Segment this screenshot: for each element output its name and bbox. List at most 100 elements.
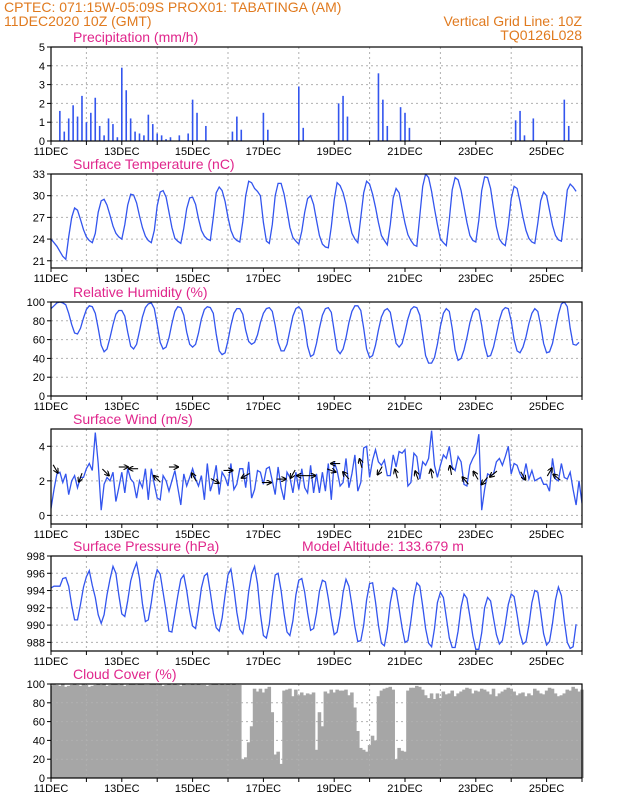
cloud-cover-bar [518,693,522,778]
wind-direction-arrow [553,474,561,481]
x-tick-label: 21DEC [387,401,423,413]
x-tick-label: 13DEC [104,529,140,541]
precipitation-bar [169,137,172,141]
cloud-cover-bar [264,688,269,778]
cloud-cover-bar [152,684,157,778]
cloud-cover-bar [332,692,336,778]
x-tick-label: 17DEC [246,146,282,158]
cloud-cover-bar [305,693,310,778]
y-tick-label: 988 [27,637,45,649]
x-tick-label: 23DEC [458,529,494,541]
x-tick-label: 13DEC [104,146,140,158]
precipitation-bar [191,99,194,141]
cloud-cover-bar [515,695,519,778]
plot-area-0 [51,47,582,141]
cloud-cover-bar [553,693,558,778]
precipitation-bar [121,67,123,141]
wind-direction-arrow [192,473,197,482]
x-tick-label: 13DEC [104,273,140,285]
series-line-2 [51,302,580,364]
x-tick-label: 23DEC [458,783,494,795]
x-tick-label: 19DEC [316,529,352,541]
wind-direction-arrow [415,471,418,481]
plot-frame-5 [50,683,583,779]
cloud-cover-bar [220,684,224,778]
cloud-cover-bar [320,726,325,778]
precipitation-bar [129,118,132,141]
cloud-cover-bar [347,695,351,778]
precipitation-bar [72,105,74,141]
x-tick-label: 11DEC [34,401,69,413]
cloud-cover-bar [338,690,342,778]
cloud-cover-bar [137,684,142,778]
cloud-cover-bar [571,686,575,778]
y-tick-label: 990 [27,620,45,632]
x-tick-label: 21DEC [387,146,423,158]
cloud-cover-bar [217,684,221,778]
cloud-cover-bar [179,685,183,778]
x-tick-label: 23DEC [458,656,494,668]
y-tick-label: 5 [39,42,45,54]
x-tick-label: 19DEC [316,273,352,285]
cloud-cover-bar [524,696,528,778]
cloud-cover-bar [479,688,484,778]
precipitation-bar [519,110,521,141]
cloud-cover-bar [438,698,443,778]
cloud-cover-bar [261,692,266,778]
cloud-cover-bar [468,688,472,778]
cloud-cover-bar [447,693,452,778]
cloud-cover-bar [214,684,218,778]
y-tick-label: 2 [39,476,45,488]
cloud-cover-bar [329,689,334,778]
x-tick-label: 17DEC [246,273,282,285]
cloud-cover-bar [288,688,292,778]
cloud-cover-bar [93,684,98,778]
cloud-cover-bar [52,684,56,778]
cloud-cover-bar [273,754,277,778]
cloud-cover-bar [314,749,319,778]
cloud-cover-bar [279,763,283,778]
cloud-cover-bar [547,687,552,778]
wind-direction-arrow [360,459,362,469]
precipitation-bar [240,129,243,141]
cloud-cover-bar [243,757,248,778]
precipitation-bar [408,127,411,141]
y-tick-label: 21 [33,256,45,268]
x-tick-label: 15DEC [175,146,211,158]
x-tick-label: 19DEC [316,146,352,158]
precipitation-bar [187,133,189,141]
cloud-cover-bar [72,684,77,778]
cloud-cover-bar [161,685,165,778]
precipitation-bar [103,135,105,141]
cloud-cover-bar [488,694,493,778]
x-tick-label: 11DEC [34,146,69,158]
precipitation-bar [563,99,566,141]
x-tick-label: 13DEC [104,783,140,795]
wind-direction-arrow [343,472,350,480]
cloud-cover-bar [476,691,481,778]
y-tick-label: 0 [39,510,45,522]
wind-direction-arrow [546,468,552,477]
cloud-cover-bar [105,685,109,778]
cloud-cover-bar [232,684,236,778]
cloud-cover-bar [297,695,301,778]
x-tick-label: 25DEC [529,783,565,795]
cloud-cover-bar [58,685,62,778]
wind-direction-arrow [431,469,433,479]
cloud-cover-bar [69,684,74,778]
cloud-cover-bar [196,684,201,778]
cloud-cover-bar [497,693,502,778]
cloud-cover-bar [379,690,384,778]
cloud-cover-bar [55,684,59,778]
cloud-cover-bar [208,684,213,778]
cloud-cover-bar [565,689,570,778]
cloud-cover-bar [394,759,398,778]
wind-direction-arrow [395,470,397,479]
wind-direction-arrow [450,466,452,475]
cloud-cover-bar [128,684,133,778]
panel-title: Precipitation (mm/h) [73,29,198,45]
cloud-cover-bar [252,688,257,778]
cloud-cover-bar [412,687,416,778]
x-tick-label: 23DEC [458,273,494,285]
cloud-cover-bar [187,684,192,778]
